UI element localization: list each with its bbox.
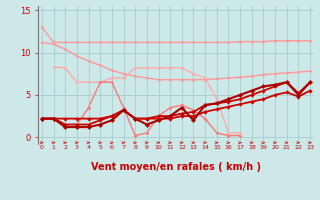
X-axis label: Vent moyen/en rafales ( km/h ): Vent moyen/en rafales ( km/h ) <box>91 161 261 171</box>
